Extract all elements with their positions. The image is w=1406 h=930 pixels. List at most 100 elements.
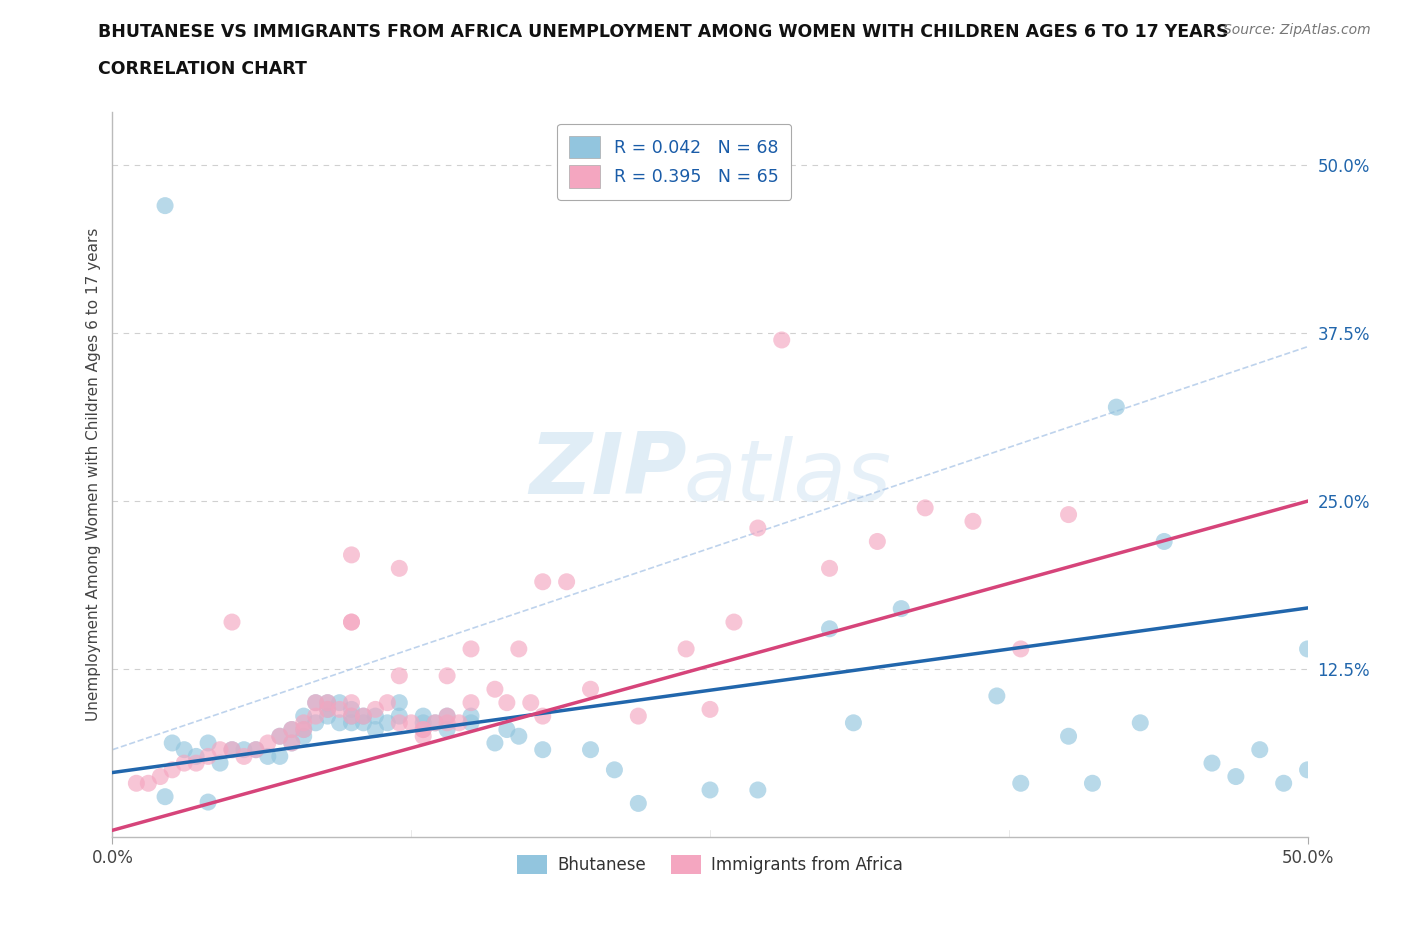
Point: [162, 736, 183, 751]
Point: [770, 333, 793, 348]
Point: [352, 709, 374, 724]
Point: [257, 749, 280, 764]
Point: [460, 715, 482, 730]
Point: [1296, 763, 1319, 777]
Point: [627, 709, 650, 724]
Point: [866, 534, 889, 549]
Point: [340, 696, 363, 711]
Y-axis label: Unemployment Among Women with Children Ages 6 to 17 years: Unemployment Among Women with Children A…: [86, 228, 101, 721]
Point: [962, 514, 984, 529]
Point: [329, 715, 352, 730]
Point: [352, 709, 374, 724]
Point: [484, 682, 506, 697]
Point: [520, 696, 543, 711]
Point: [209, 756, 232, 771]
Point: [209, 742, 232, 757]
Point: [377, 696, 399, 711]
Point: [914, 500, 936, 515]
Point: [747, 782, 769, 797]
Point: [269, 729, 291, 744]
Point: [292, 722, 315, 737]
Point: [818, 621, 841, 636]
Point: [305, 709, 328, 724]
Point: [484, 736, 506, 751]
Point: [269, 729, 291, 744]
Point: [292, 715, 315, 730]
Point: [699, 702, 721, 717]
Point: [1129, 715, 1152, 730]
Point: [221, 742, 243, 757]
Point: [340, 709, 363, 724]
Point: [579, 682, 602, 697]
Point: [340, 615, 363, 630]
Point: [675, 642, 697, 657]
Point: [149, 769, 172, 784]
Point: [1057, 507, 1080, 522]
Point: [221, 742, 243, 757]
Point: [245, 742, 267, 757]
Point: [747, 521, 769, 536]
Point: [340, 709, 363, 724]
Point: [1081, 776, 1104, 790]
Point: [281, 722, 304, 737]
Point: [579, 742, 602, 757]
Point: [316, 696, 339, 711]
Point: [329, 702, 352, 717]
Point: [138, 776, 160, 790]
Point: [340, 615, 363, 630]
Point: [1057, 729, 1080, 744]
Point: [1249, 742, 1271, 757]
Point: [269, 749, 291, 764]
Point: [388, 715, 411, 730]
Point: [292, 722, 315, 737]
Point: [186, 749, 208, 764]
Point: [364, 722, 387, 737]
Point: [305, 715, 328, 730]
Point: [723, 615, 745, 630]
Point: [197, 736, 219, 751]
Point: [986, 688, 1008, 703]
Point: [292, 709, 315, 724]
Point: [425, 715, 447, 730]
Point: [281, 736, 304, 751]
Point: [412, 709, 434, 724]
Point: [1296, 642, 1319, 657]
Point: [388, 709, 411, 724]
Point: [842, 715, 865, 730]
Point: [316, 702, 339, 717]
Point: [401, 715, 423, 730]
Point: [305, 696, 328, 711]
Point: [233, 742, 256, 757]
Point: [364, 702, 387, 717]
Point: [508, 729, 530, 744]
Point: [221, 615, 243, 630]
Legend: Bhutanese, Immigrants from Africa: Bhutanese, Immigrants from Africa: [510, 848, 910, 881]
Point: [496, 722, 519, 737]
Point: [1272, 776, 1295, 790]
Point: [377, 715, 399, 730]
Point: [173, 742, 195, 757]
Point: [197, 794, 219, 809]
Point: [153, 198, 176, 213]
Point: [233, 749, 256, 764]
Point: [388, 669, 411, 684]
Point: [245, 742, 267, 757]
Point: [508, 642, 530, 657]
Point: [436, 722, 458, 737]
Point: [388, 696, 411, 711]
Point: [890, 601, 912, 616]
Point: [436, 709, 458, 724]
Point: [531, 575, 554, 590]
Point: [1105, 400, 1128, 415]
Point: [1225, 769, 1247, 784]
Point: [531, 709, 554, 724]
Point: [352, 715, 374, 730]
Text: atlas: atlas: [683, 436, 891, 520]
Point: [173, 756, 195, 771]
Point: [1201, 756, 1223, 771]
Point: [316, 709, 339, 724]
Text: ZIP: ZIP: [530, 429, 688, 512]
Point: [447, 715, 470, 730]
Point: [496, 696, 519, 711]
Point: [436, 709, 458, 724]
